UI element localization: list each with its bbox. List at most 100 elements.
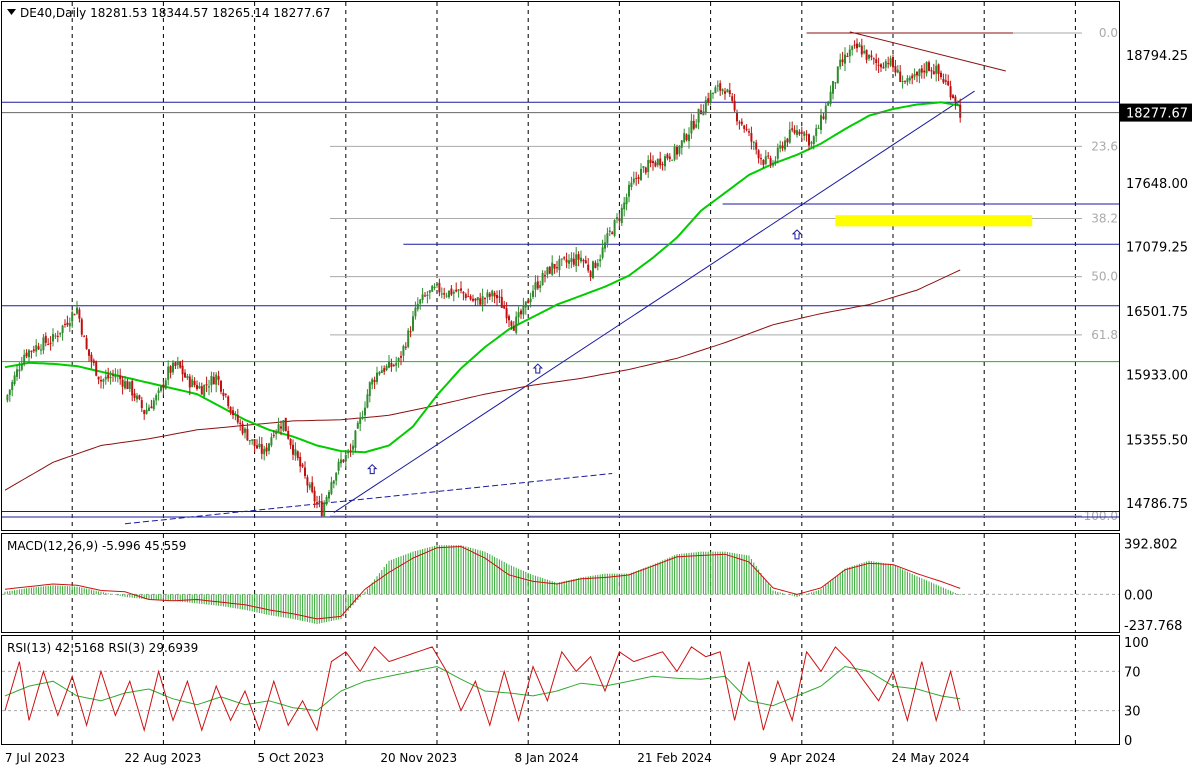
candle-body (649, 159, 652, 163)
candle-body (210, 375, 213, 386)
rsi13-line (4, 665, 961, 712)
candle-body (25, 352, 28, 357)
candle-body (872, 58, 875, 60)
candle-body (181, 365, 184, 375)
candle-body (925, 61, 928, 74)
candle-body (421, 294, 424, 301)
candle-body (347, 451, 350, 454)
candle-body (548, 266, 551, 274)
candle-body (832, 81, 834, 94)
current-price-text: 18277.67 (1126, 107, 1188, 122)
candle-body (85, 338, 88, 349)
candle-body (23, 354, 26, 365)
candle-body (731, 96, 734, 101)
candle-body (205, 384, 208, 386)
candle-body (647, 160, 650, 173)
candle-body (179, 361, 182, 368)
candle-body (455, 289, 458, 292)
candle-body (589, 271, 592, 277)
candle-body (750, 133, 753, 142)
candle-body (145, 409, 148, 414)
candle-body (462, 291, 465, 294)
candle-body (551, 262, 554, 275)
candle-body (49, 342, 52, 344)
candle-body (738, 122, 741, 124)
candle-body (868, 54, 870, 59)
candle-body (918, 69, 921, 77)
candle-body (248, 440, 251, 442)
candle-body (767, 155, 770, 157)
candle-body (515, 316, 518, 333)
candle-body (577, 254, 580, 260)
candle-body (618, 218, 621, 221)
price-tick-label: 15355.50 (1126, 433, 1188, 448)
candle-body (709, 92, 712, 104)
candle-body (114, 375, 117, 378)
candle-body (532, 290, 534, 297)
candle-body (769, 157, 772, 164)
candle-body (232, 410, 234, 416)
candle-body (433, 286, 436, 289)
candle-body (121, 379, 124, 387)
candle-body (119, 375, 122, 380)
candle-body (208, 386, 210, 388)
candle-body (486, 292, 489, 298)
macd-signal-line (4, 545, 961, 620)
price-tick-label: 18794.25 (1126, 49, 1188, 64)
candle-body (376, 372, 378, 382)
candle-body (294, 449, 297, 456)
candle-body (568, 260, 570, 264)
candle-body (268, 443, 270, 451)
candle-body (820, 115, 822, 130)
candle-body (664, 156, 666, 167)
candle-body (47, 344, 50, 346)
candle-body (781, 145, 784, 149)
candle-body (877, 64, 880, 66)
candle-body (64, 323, 66, 325)
candle-body (553, 263, 556, 269)
candle-body (558, 259, 561, 271)
candle-body (894, 66, 897, 73)
candle-body (277, 424, 280, 432)
candle-body (517, 312, 520, 318)
candle-body (378, 372, 381, 375)
candle-body (359, 417, 362, 424)
candle-body (906, 78, 909, 83)
candle-body (109, 376, 112, 378)
candle-body (880, 64, 882, 68)
candle-body (138, 395, 141, 399)
candle-body (100, 380, 102, 382)
candle-body (678, 145, 681, 154)
buy-arrow-icon (791, 229, 803, 240)
candle-body (313, 490, 316, 502)
candle-body (560, 258, 563, 260)
candle-body (683, 133, 686, 142)
candle-body (666, 154, 669, 159)
candle-body (575, 254, 578, 267)
candle-body (580, 257, 582, 262)
candle-body (467, 296, 470, 298)
candle-body (148, 407, 150, 411)
candle-body (496, 295, 498, 299)
candle-body (212, 376, 215, 385)
candle-body (707, 98, 710, 103)
candle-body (685, 134, 688, 141)
x-tick-label: 21 Feb 2024 (637, 751, 712, 765)
candle-body (755, 142, 758, 150)
candle-body (215, 374, 218, 385)
candle-body (251, 439, 254, 441)
candle-body (565, 259, 568, 263)
candle-body (452, 291, 455, 294)
candle-body (563, 257, 566, 259)
symbol-dropdown-icon[interactable] (7, 9, 16, 15)
candle-body (796, 130, 798, 135)
candle-body (724, 91, 726, 94)
candle-body (860, 45, 863, 55)
candle-body (167, 366, 170, 380)
candle-body (817, 127, 820, 129)
candle-body (227, 396, 230, 407)
candle-body (745, 128, 748, 130)
candle-body (20, 364, 23, 370)
macd-tick-label: 0.00 (1124, 588, 1153, 603)
